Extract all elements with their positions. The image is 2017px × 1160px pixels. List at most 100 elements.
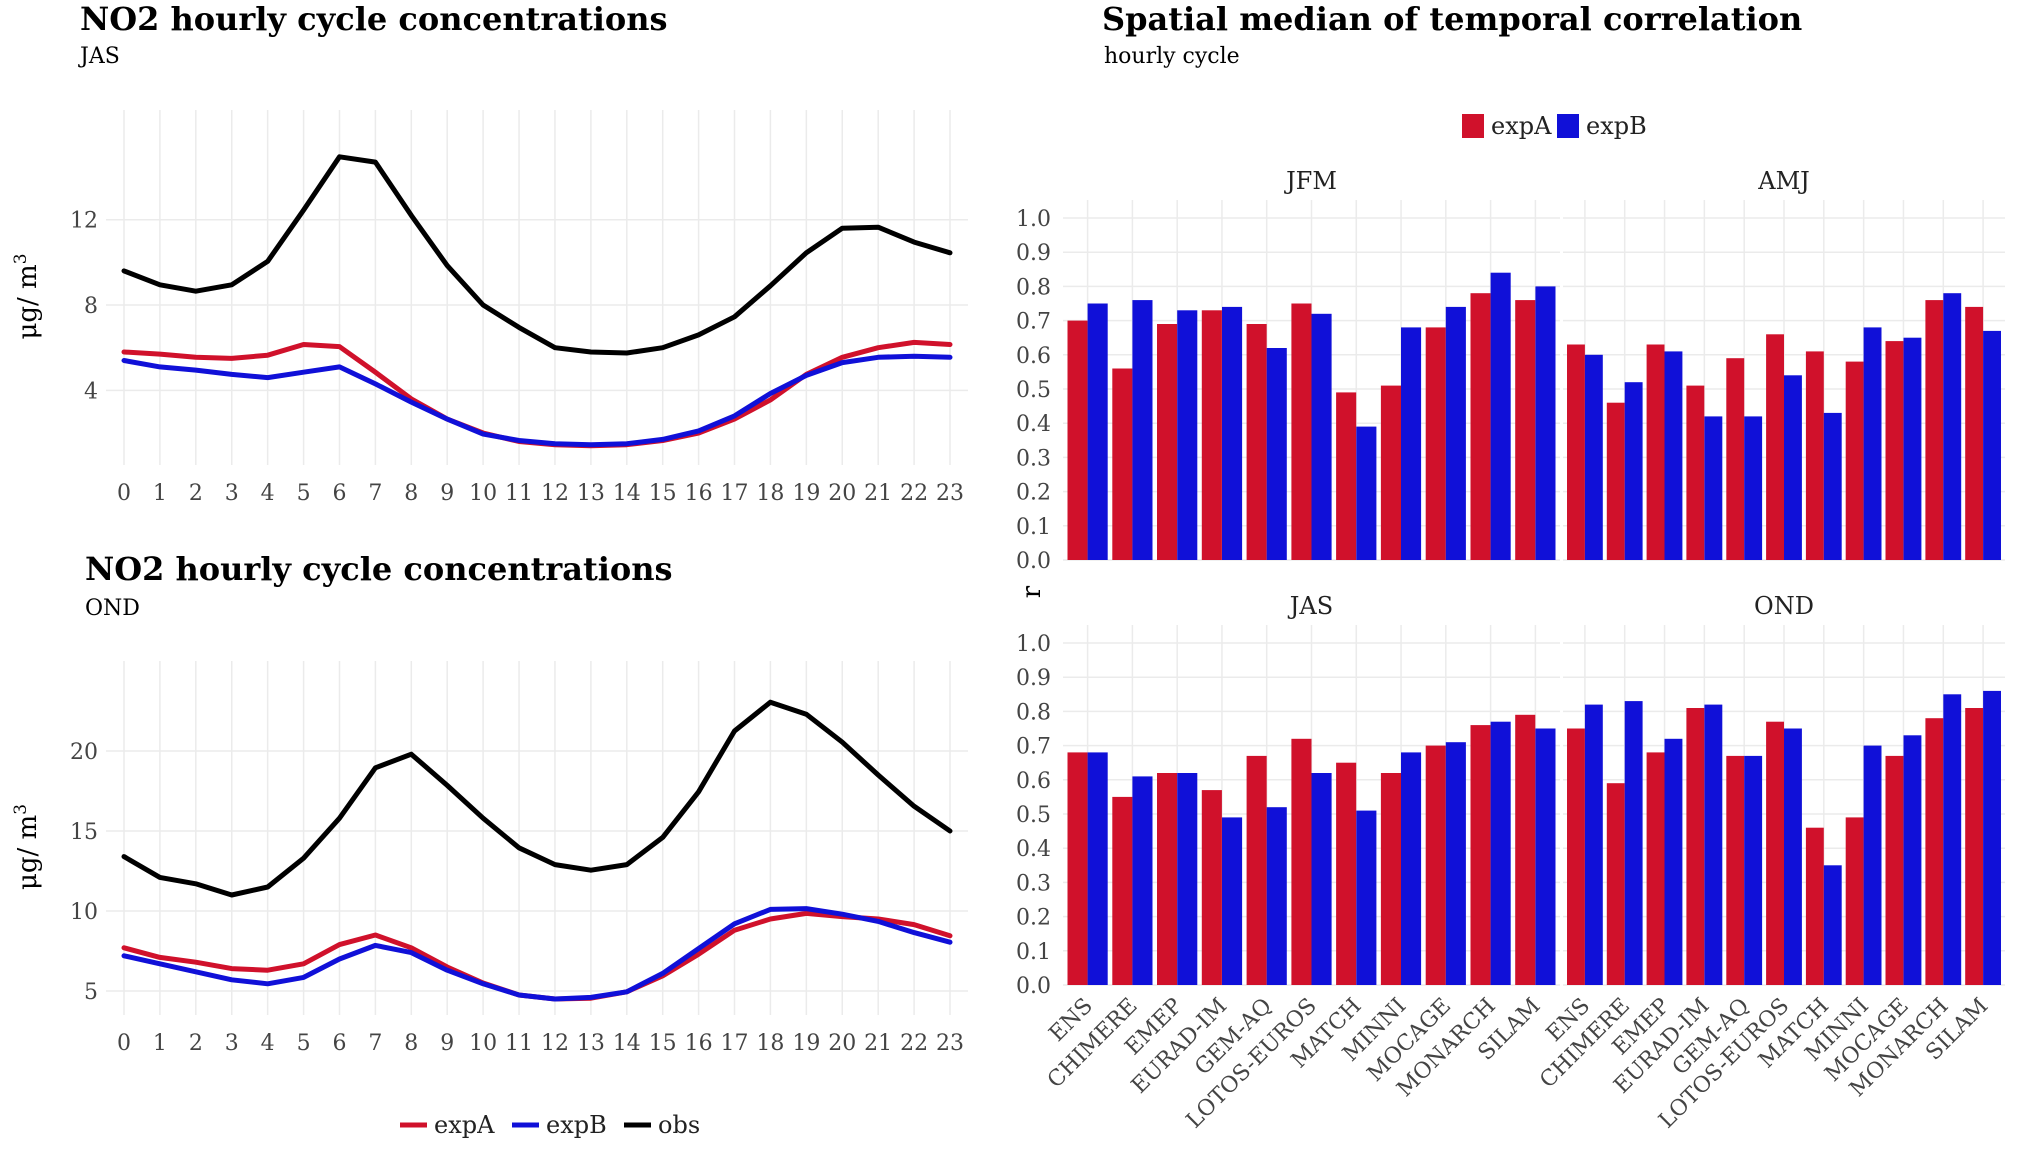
bar-AMJ-MONARCH-expA — [1925, 300, 1944, 560]
line-jas-xtick-label: 22 — [900, 481, 928, 506]
bar-AMJ-ENS-expB — [1584, 354, 1603, 560]
bar-OND-CHIMERE-expB — [1624, 701, 1643, 985]
bar-ytick-label: 0.2 — [1016, 481, 1051, 506]
line-ond-xtick-label: 0 — [117, 1031, 131, 1056]
bar-AMJ-SILAM-expB — [1983, 330, 2001, 560]
bar-JAS-MOCAGE-expB — [1445, 742, 1466, 985]
line-jas-xtick-label: 18 — [756, 481, 784, 506]
line-ond-title: NO2 hourly cycle concentrations — [85, 550, 673, 588]
line-jas-title: NO2 hourly cycle concentrations — [80, 0, 668, 38]
bar-AMJ-CHIMERE-expA — [1606, 402, 1625, 560]
line-ond-series-obs — [121, 699, 953, 898]
bar-JAS-MINNI-expA — [1380, 773, 1401, 985]
bar-JAS-MATCH-expA — [1336, 762, 1357, 985]
bar-ytick-label: 0.0 — [1016, 974, 1051, 999]
line-ond-xtick-label: 19 — [792, 1031, 820, 1056]
bar-legend-label-expB: expB — [1586, 112, 1647, 140]
line-ond-xtick-label: 22 — [900, 1031, 928, 1056]
line-ond-xtick-label: 3 — [225, 1031, 239, 1056]
line-ond-series-expB — [121, 906, 953, 1002]
bar-OND-EURAD-IM-expA — [1686, 708, 1705, 985]
line-jas-xtick-label: 7 — [368, 481, 382, 506]
bar-AMJ-GEM-AQ-expA — [1726, 358, 1745, 560]
line-ond-xtick-label: 7 — [368, 1031, 382, 1056]
bar-JAS-MINNI-expB — [1401, 752, 1422, 985]
bar-AMJ-LOTOS-EUROS-expB — [1784, 375, 1802, 560]
bar-OND-GEM-AQ-expB — [1744, 755, 1763, 985]
bar-OND-EMEP-expA — [1646, 752, 1665, 985]
bar-OND-CHIMERE-expA — [1606, 783, 1625, 985]
bar-AMJ-MATCH-expB — [1823, 412, 1842, 560]
bar-AMJ-MINNI-expA — [1845, 361, 1864, 560]
line-jas-panel — [106, 110, 968, 465]
bar-ytick-label: 0.1 — [1016, 515, 1051, 540]
bar-ytick-label: 1.0 — [1016, 207, 1051, 232]
bar-JFM-MATCH-expA — [1336, 392, 1357, 560]
line-jas-xtick-label: 8 — [404, 481, 418, 506]
bar-ytick-label: 0.1 — [1016, 940, 1051, 965]
line-jas-series-expB — [121, 353, 953, 448]
bar-ytick-label: 0.9 — [1016, 241, 1051, 266]
line-jas-xtick-label: 2 — [189, 481, 203, 506]
bar-AMJ-MOCAGE-expA — [1885, 341, 1904, 560]
line-jas-xtick-label: 5 — [297, 481, 311, 506]
line-jas-xtick-label: 6 — [332, 481, 346, 506]
bar-ytick-label: 0.0 — [1016, 549, 1051, 574]
bar-OND-MATCH-expA — [1805, 827, 1824, 985]
bar-JFM-SILAM-expB — [1535, 286, 1556, 560]
bar-JAS-CHIMERE-expB — [1132, 776, 1153, 985]
bar-ytick-label: 0.4 — [1016, 412, 1051, 437]
line-ond-xtick-label: 18 — [756, 1031, 784, 1056]
bar-AMJ-EURAD-IM-expA — [1686, 385, 1705, 560]
bar-JAS-MOCAGE-expA — [1425, 745, 1446, 985]
facet-label-OND: OND — [1754, 592, 1814, 620]
line-ond-xtick-label: 6 — [332, 1031, 346, 1056]
bars-title: Spatial median of temporal correlation — [1102, 0, 1803, 38]
bar-JFM-MATCH-expB — [1356, 426, 1377, 560]
legend-label-expA: expA — [434, 1111, 495, 1139]
line-jas-series-expA — [121, 339, 953, 449]
bar-ytick-label: 0.3 — [1016, 871, 1051, 896]
bar-JFM-GEM-AQ-expA — [1246, 324, 1267, 560]
bar-JFM-EURAD-IM-expB — [1222, 306, 1243, 560]
bar-JAS-LOTOS-EUROS-expB — [1311, 773, 1332, 985]
bar-ytick-label: 0.2 — [1016, 906, 1051, 931]
line-jas-ytick-label: 4 — [84, 379, 98, 404]
bar-OND-SILAM-expA — [1965, 708, 1984, 985]
line-ond-xtick-label: 11 — [505, 1031, 533, 1056]
bar-OND-MONARCH-expB — [1943, 694, 1962, 985]
line-jas-xtick-label: 15 — [649, 481, 677, 506]
bar-OND-MOCAGE-expB — [1903, 735, 1922, 985]
bar-ytick-label: 0.3 — [1016, 446, 1051, 471]
bar-OND-LOTOS-EUROS-expA — [1766, 721, 1784, 985]
line-jas-xtick-label: 19 — [792, 481, 820, 506]
bar-OND-MINNI-expA — [1845, 817, 1864, 985]
bar-JFM-CHIMERE-expA — [1112, 368, 1133, 560]
bar-JAS-LOTOS-EUROS-expA — [1291, 738, 1312, 985]
bar-AMJ-SILAM-expA — [1965, 306, 1984, 560]
bar-OND-MATCH-expB — [1823, 865, 1842, 985]
bar-OND-EURAD-IM-expB — [1704, 704, 1723, 985]
bar-JFM-EMEP-expA — [1157, 324, 1178, 560]
line-ond-subtitle: OND — [85, 596, 140, 621]
bar-JAS-MONARCH-expB — [1490, 721, 1511, 985]
bar-JAS-SILAM-expA — [1515, 714, 1536, 985]
bars-ylabel: r — [1017, 585, 1047, 598]
bar-ytick-label: 0.8 — [1016, 275, 1051, 300]
line-jas-xtick-label: 4 — [261, 481, 275, 506]
bar-AMJ-MOCAGE-expB — [1903, 337, 1922, 560]
line-jas-xtick-label: 23 — [936, 481, 964, 506]
bar-ytick-label: 0.7 — [1016, 735, 1051, 760]
bar-legend-key-expB — [1557, 114, 1579, 138]
line-ond-xtick-label: 16 — [685, 1031, 713, 1056]
bar-JAS-CHIMERE-expA — [1112, 796, 1133, 985]
bar-JAS-GEM-AQ-expA — [1246, 755, 1267, 985]
bar-JFM-EMEP-expB — [1177, 310, 1198, 560]
facet-label-JFM: JFM — [1283, 167, 1337, 195]
line-jas-xtick-label: 16 — [685, 481, 713, 506]
line-ond-xtick-label: 8 — [404, 1031, 418, 1056]
bar-AMJ-ENS-expA — [1567, 344, 1585, 560]
line-jas-ytick-label: 8 — [84, 294, 98, 319]
bar-JAS-ENS-expB — [1087, 752, 1108, 985]
line-jas-xtick-label: 13 — [577, 481, 605, 506]
